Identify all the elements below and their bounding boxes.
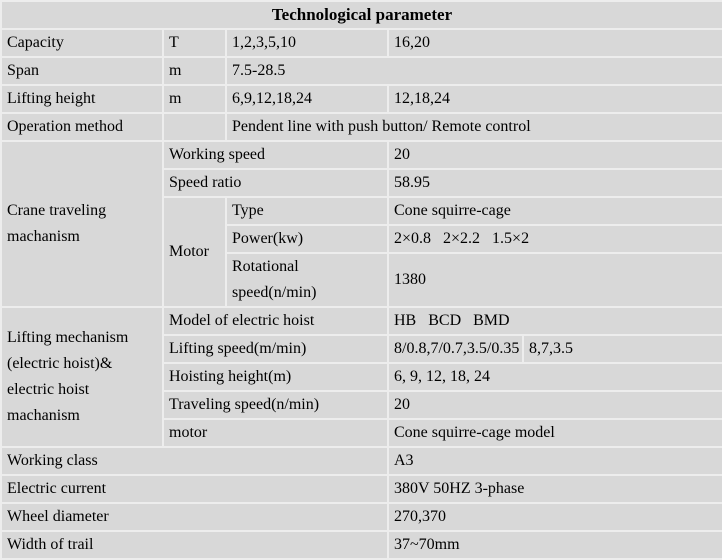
hoist-motor-value: Cone squirre-cage model bbox=[386, 418, 722, 448]
electric-current-label: Electric current bbox=[0, 474, 389, 504]
lifting-height-value-large: 12,18,24 bbox=[386, 84, 722, 114]
motor-rotational-speed-label: Rotational speed(n/min) bbox=[225, 252, 389, 308]
hoist-model-value: HB BCD BMD bbox=[386, 306, 722, 336]
lifting-height-label: Lifting height bbox=[0, 84, 164, 114]
crane-traveling-section-label: Crane traveling machanism bbox=[0, 140, 164, 308]
lifting-speed-value-small: 8/0.8,7/0.7,3.5/0.35 bbox=[387, 334, 524, 364]
row-lifting-height: Lifting height m 6,9,12,18,24 12,18,24 bbox=[0, 84, 722, 114]
row-capacity: Capacity T 1,2,3,5,10 16,20 bbox=[0, 28, 722, 58]
speed-ratio-label: Speed ratio bbox=[162, 168, 389, 198]
wheel-diameter-value: 270,370 bbox=[386, 502, 722, 532]
row-hoist-motor: motor Cone squirre-cage model bbox=[1, 418, 722, 448]
row-wheel-diameter: Wheel diameter 270,370 bbox=[0, 502, 722, 532]
span-unit: m bbox=[162, 56, 227, 86]
lifting-mechanism-section-label: Lifting mechanism (electric hoist)& elec… bbox=[0, 306, 164, 448]
table-title: Technological parameter bbox=[0, 0, 722, 30]
motor-rotational-speed-value: 1380 bbox=[386, 252, 722, 308]
row-span: Span m 7.5-28.5 bbox=[0, 56, 722, 86]
row-working-class: Working class A3 bbox=[0, 446, 722, 476]
motor-power-label: Power(kw) bbox=[225, 224, 389, 254]
electric-current-value: 380V 50HZ 3-phase bbox=[386, 474, 722, 504]
working-speed-label: Working speed bbox=[162, 140, 389, 170]
row-traveling-speed: Traveling speed(n/min) 20 bbox=[1, 390, 722, 420]
working-speed-value: 20 bbox=[386, 140, 722, 170]
width-of-trail-value: 37~70mm bbox=[386, 530, 722, 560]
working-class-value: A3 bbox=[386, 446, 722, 476]
row-width-of-trail: Width of trail 37~70mm bbox=[0, 530, 722, 560]
motor-type-label: Type bbox=[225, 196, 389, 226]
motor-power-value: 2×0.8 2×2.2 1.5×2 bbox=[386, 224, 722, 254]
operation-method-empty-cell bbox=[162, 112, 227, 142]
hoisting-height-label: Hoisting height(m) bbox=[162, 362, 389, 392]
row-motor-rotational-speed: Rotational speed(n/min) 1380 bbox=[1, 252, 722, 308]
hoisting-height-value: 6, 9, 12, 18, 24 bbox=[386, 362, 722, 392]
row-hoisting-height: Hoisting height(m) 6, 9, 12, 18, 24 bbox=[1, 362, 722, 392]
operation-method-value: Pendent line with push button/ Remote co… bbox=[224, 112, 722, 142]
hoist-motor-label: motor bbox=[162, 418, 389, 448]
width-of-trail-label: Width of trail bbox=[0, 530, 389, 560]
hoist-model-label: Model of electric hoist bbox=[162, 306, 389, 336]
lifting-height-unit: m bbox=[162, 84, 227, 114]
speed-ratio-value: 58.95 bbox=[386, 168, 722, 198]
motor-section-label: Motor bbox=[162, 196, 227, 308]
capacity-value-large: 16,20 bbox=[386, 28, 722, 58]
capacity-label: Capacity bbox=[0, 28, 164, 58]
lifting-speed-value-large: 8,7,3.5 bbox=[521, 334, 722, 364]
capacity-value-small: 1,2,3,5,10 bbox=[225, 28, 389, 58]
span-label: Span bbox=[0, 56, 164, 86]
wheel-diameter-label: Wheel diameter bbox=[0, 502, 389, 532]
row-speed-ratio: Speed ratio 58.95 bbox=[1, 168, 722, 198]
capacity-unit: T bbox=[162, 28, 227, 58]
row-operation-method: Operation method Pendent line with push … bbox=[0, 112, 722, 142]
working-class-label: Working class bbox=[0, 446, 389, 476]
lifting-height-value-small: 6,9,12,18,24 bbox=[225, 84, 389, 114]
traveling-speed-value: 20 bbox=[386, 390, 722, 420]
row-lifting-speed: Lifting speed(m/min) 8/0.8,7/0.7,3.5/0.3… bbox=[1, 334, 722, 364]
lifting-speed-label: Lifting speed(m/min) bbox=[162, 334, 389, 364]
row-motor-power: Power(kw) 2×0.8 2×2.2 1.5×2 bbox=[1, 224, 722, 254]
operation-method-label: Operation method bbox=[0, 112, 164, 142]
span-value: 7.5-28.5 bbox=[224, 56, 722, 86]
header-row: Technological parameter bbox=[0, 0, 722, 30]
row-working-speed: Crane traveling machanism Working speed … bbox=[0, 140, 722, 308]
traveling-speed-label: Traveling speed(n/min) bbox=[162, 390, 389, 420]
row-electric-current: Electric current 380V 50HZ 3-phase bbox=[0, 474, 722, 504]
row-hoist-model: Lifting mechanism (electric hoist)& elec… bbox=[0, 306, 722, 448]
motor-type-value: Cone squirre-cage bbox=[386, 196, 722, 226]
row-motor-type: Motor Type Cone squirre-cage bbox=[1, 196, 722, 308]
